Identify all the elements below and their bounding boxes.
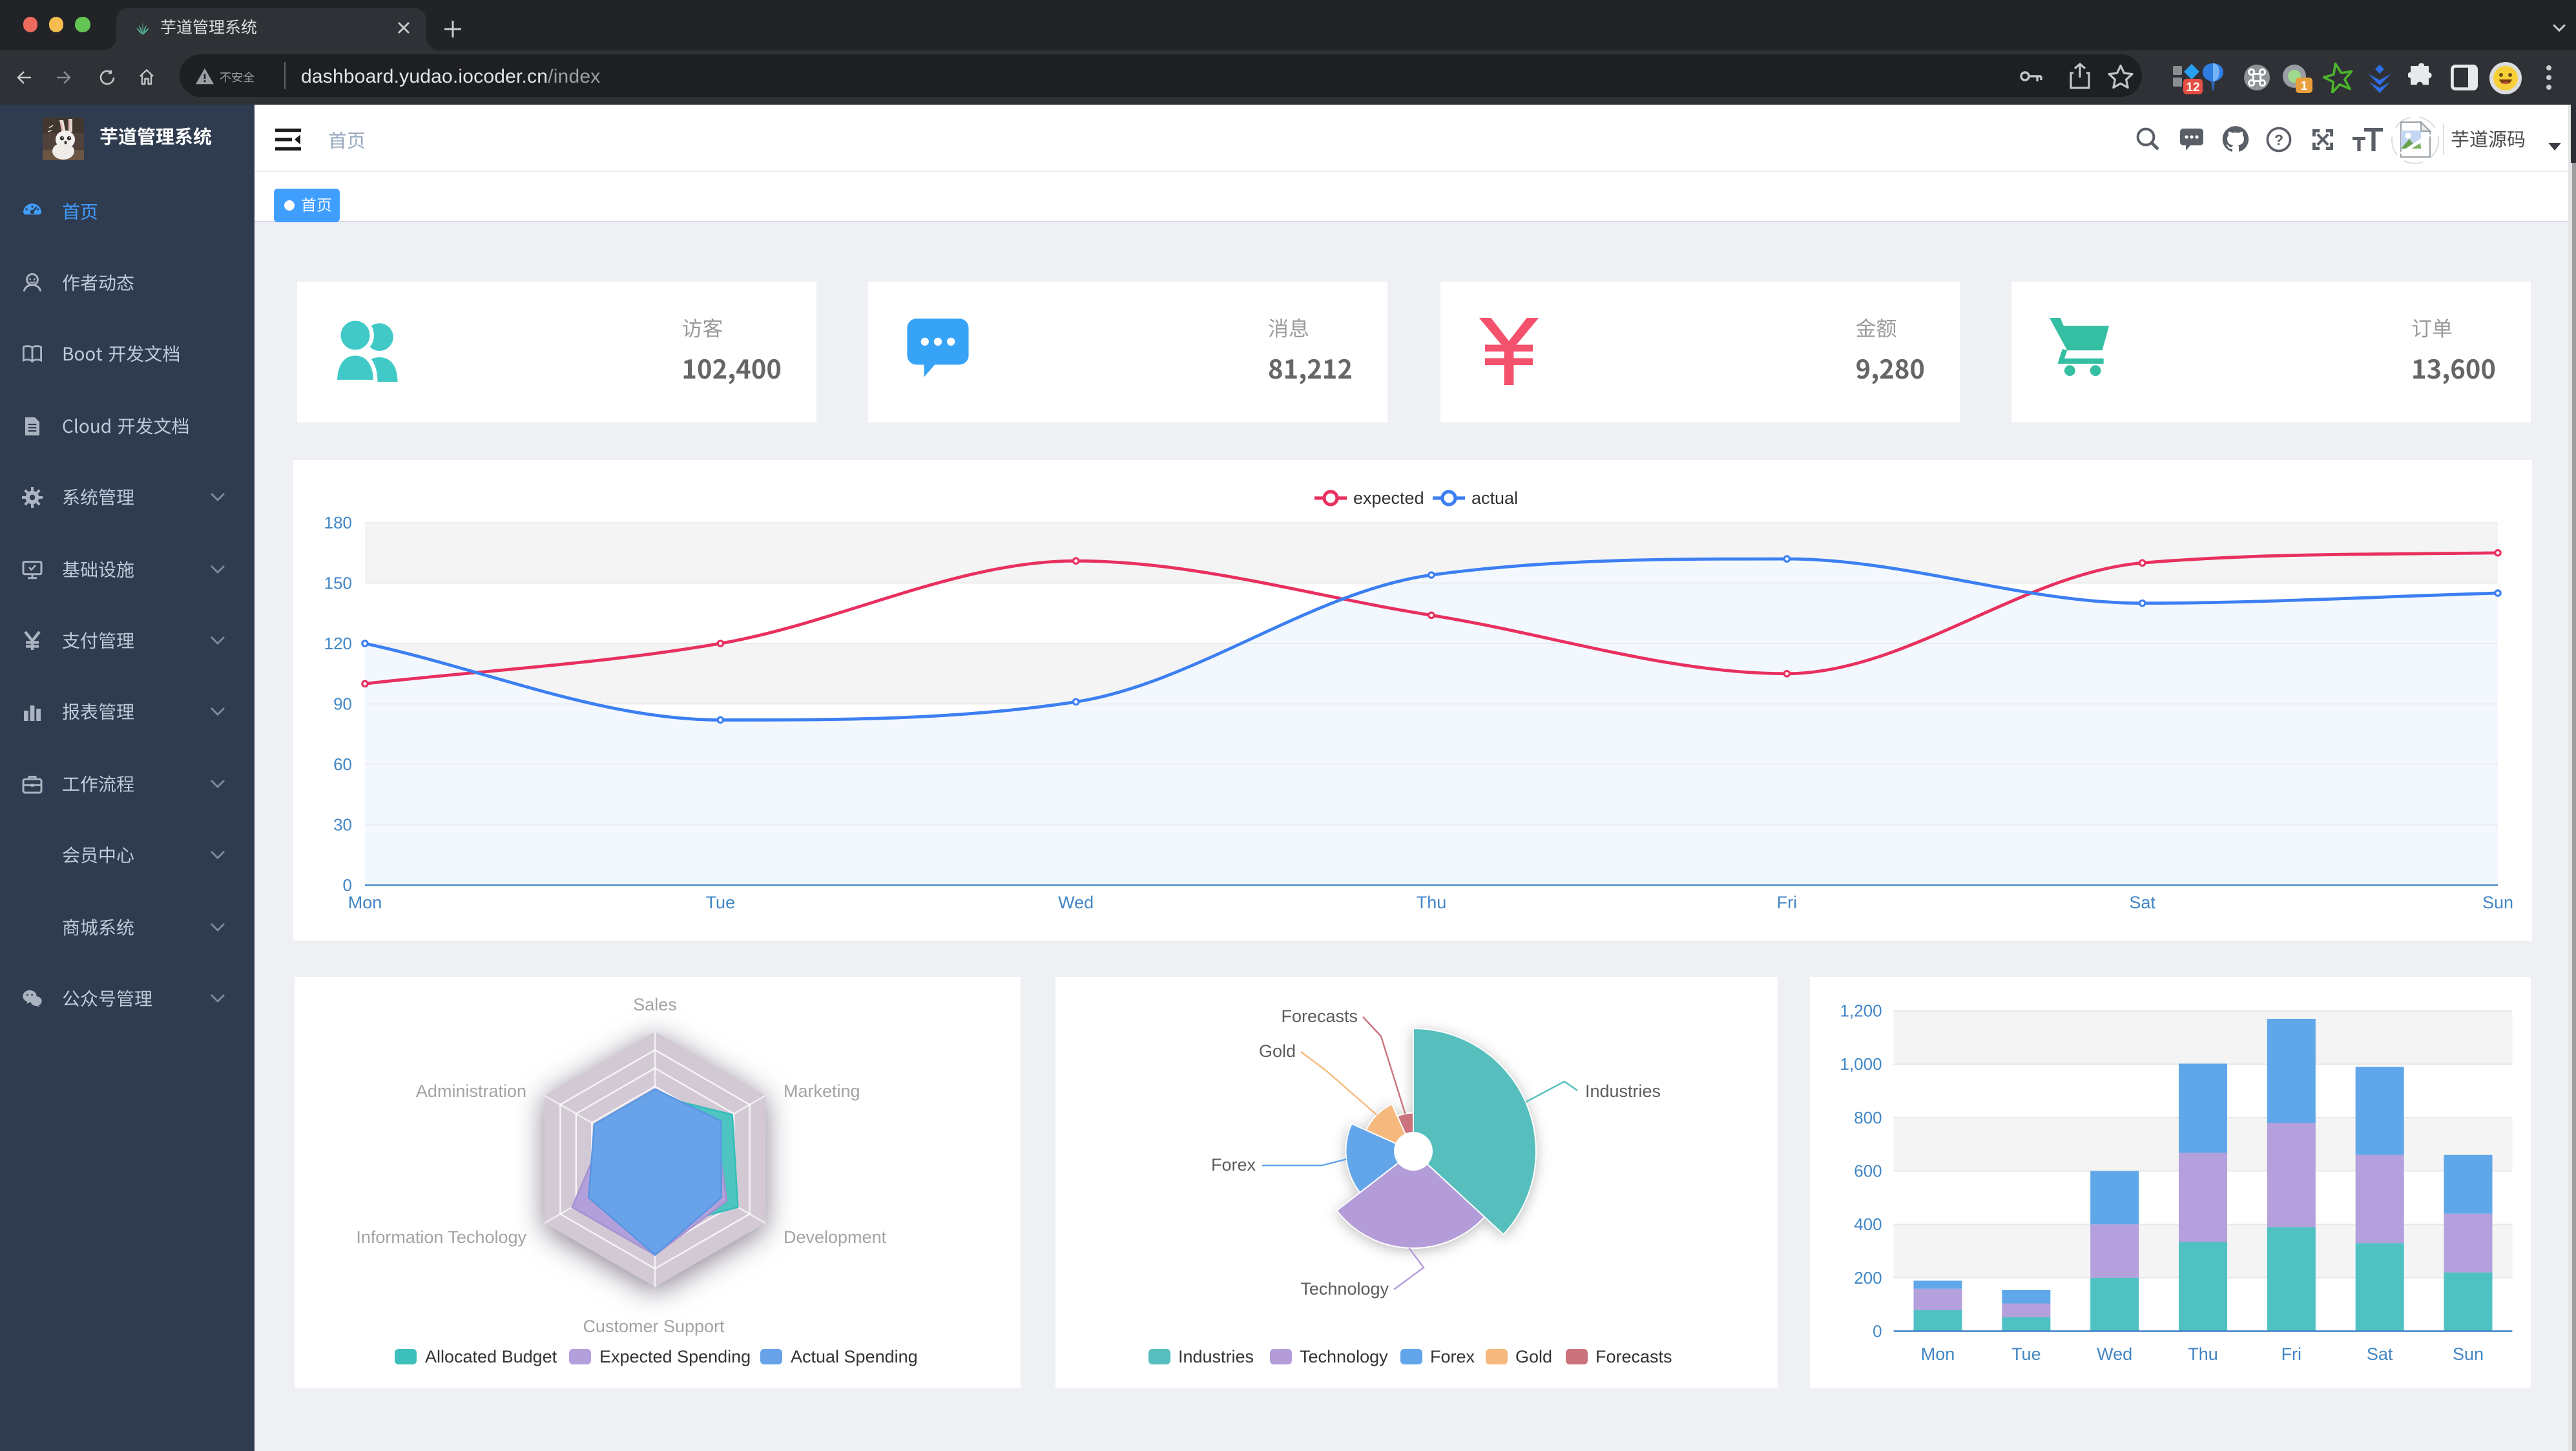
svg-text:?: ? <box>2274 130 2283 147</box>
svg-text:30: 30 <box>333 815 351 834</box>
svg-text:Sun: Sun <box>2453 1344 2484 1364</box>
svg-text:Tue: Tue <box>705 892 735 912</box>
svg-text:Wed: Wed <box>1057 892 1093 912</box>
svg-text:Allocated Budget: Allocated Budget <box>424 1347 557 1366</box>
svg-text:Administration: Administration <box>415 1081 526 1101</box>
svg-text:Thu: Thu <box>2188 1344 2218 1364</box>
svg-text:Industries: Industries <box>1585 1081 1661 1101</box>
svg-text:Information Techology: Information Techology <box>355 1227 526 1247</box>
svg-text:Actual Spending: Actual Spending <box>790 1347 917 1366</box>
svg-text:Forex: Forex <box>1430 1347 1475 1366</box>
svg-text:Technology: Technology <box>1300 1347 1388 1366</box>
svg-text:Fri: Fri <box>1776 892 1796 912</box>
svg-text:800: 800 <box>1854 1108 1882 1127</box>
svg-text:200: 200 <box>1854 1268 1882 1288</box>
svg-text:Wed: Wed <box>2097 1344 2132 1364</box>
svg-text:Gold: Gold <box>1515 1347 1552 1366</box>
svg-text:Development: Development <box>783 1227 886 1247</box>
svg-text:actual: actual <box>1471 488 1517 507</box>
svg-text:12: 12 <box>2186 81 2199 94</box>
svg-text:Gold: Gold <box>1259 1041 1296 1061</box>
svg-text:150: 150 <box>324 573 351 592</box>
svg-text:Technology: Technology <box>1300 1279 1389 1299</box>
svg-text:Tue: Tue <box>2011 1344 2041 1364</box>
svg-text:1,200: 1,200 <box>1840 1001 1882 1021</box>
svg-text:Forex: Forex <box>1211 1155 1256 1174</box>
svg-text:Mon: Mon <box>348 892 382 912</box>
svg-text:600: 600 <box>1854 1162 1882 1181</box>
svg-text:expected: expected <box>1353 488 1424 507</box>
svg-text:60: 60 <box>333 754 351 773</box>
svg-text:Expected Spending: Expected Spending <box>599 1347 750 1366</box>
svg-text:1,000: 1,000 <box>1840 1054 1882 1074</box>
svg-text:Forecasts: Forecasts <box>1595 1347 1672 1366</box>
svg-text:Industries: Industries <box>1178 1347 1254 1366</box>
svg-text:Sat: Sat <box>2128 892 2155 912</box>
svg-text:Mon: Mon <box>1921 1344 1955 1364</box>
svg-text:1: 1 <box>2301 79 2308 93</box>
svg-text:Forecasts: Forecasts <box>1281 1007 1358 1026</box>
svg-text:180: 180 <box>324 512 351 532</box>
svg-text:0: 0 <box>1873 1322 1882 1341</box>
svg-text:Sat: Sat <box>2367 1344 2393 1364</box>
svg-text:Thu: Thu <box>1416 892 1446 912</box>
svg-text:0: 0 <box>342 875 351 894</box>
svg-text:Customer Support: Customer Support <box>582 1317 724 1336</box>
svg-text:Sun: Sun <box>2482 892 2513 912</box>
svg-text:Fri: Fri <box>2281 1344 2301 1364</box>
svg-text:Marketing: Marketing <box>783 1081 860 1101</box>
svg-text:Sales: Sales <box>632 995 676 1014</box>
svg-text:90: 90 <box>333 694 351 713</box>
svg-text:120: 120 <box>324 633 351 652</box>
svg-text:400: 400 <box>1854 1215 1882 1234</box>
